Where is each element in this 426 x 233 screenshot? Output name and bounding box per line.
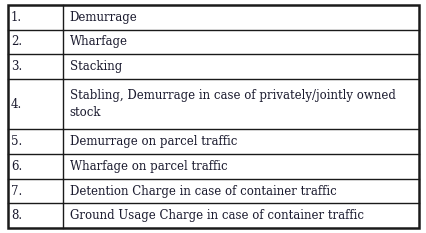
Text: Wharfage on parcel traffic: Wharfage on parcel traffic (69, 160, 227, 173)
Text: Stacking: Stacking (69, 60, 122, 73)
Text: 1.: 1. (11, 10, 22, 24)
Text: 4.: 4. (11, 98, 22, 111)
Text: 3.: 3. (11, 60, 22, 73)
Text: Stabling, Demurrage in case of privately/jointly owned
stock: Stabling, Demurrage in case of privately… (69, 89, 394, 119)
Text: 6.: 6. (11, 160, 22, 173)
Text: 8.: 8. (11, 209, 22, 223)
Text: 7.: 7. (11, 185, 22, 198)
Text: 5.: 5. (11, 135, 22, 148)
Text: Demurrage on parcel traffic: Demurrage on parcel traffic (69, 135, 236, 148)
Text: 2.: 2. (11, 35, 22, 48)
Text: Ground Usage Charge in case of container traffic: Ground Usage Charge in case of container… (69, 209, 363, 223)
Text: Detention Charge in case of container traffic: Detention Charge in case of container tr… (69, 185, 336, 198)
Text: Wharfage: Wharfage (69, 35, 127, 48)
Text: Demurrage: Demurrage (69, 10, 137, 24)
